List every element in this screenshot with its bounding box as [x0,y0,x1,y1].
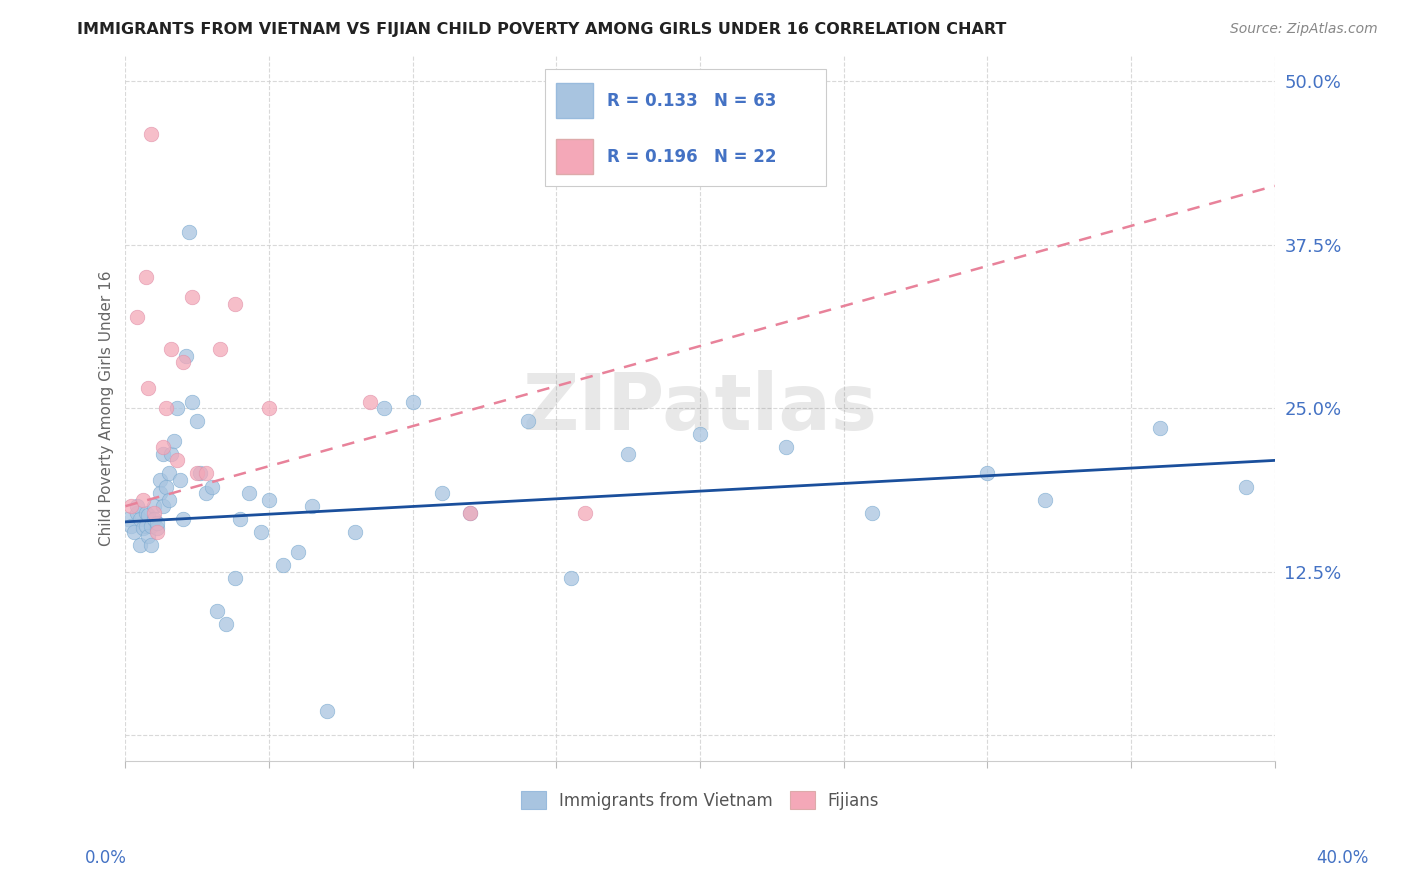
Point [169,473,191,487]
Point [188,467,211,481]
Point [128,538,150,552]
Point [180,290,202,304]
Point [574,506,596,520]
Point [617,447,640,461]
Point [560,571,582,585]
Point [157,492,180,507]
Point [257,492,280,507]
Point [125,310,148,324]
Text: 0.0%: 0.0% [84,849,127,867]
Point [172,512,194,526]
Point [186,467,208,481]
Point [516,414,538,428]
Point [120,499,142,513]
Point [976,467,998,481]
Point [146,521,169,535]
Point [149,473,172,487]
Point [135,518,157,533]
Point [152,447,174,461]
Point [138,529,160,543]
Point [155,479,177,493]
Point [201,479,224,493]
Point [132,521,155,535]
Point [458,506,481,520]
Point [125,499,148,513]
Point [215,616,238,631]
Point [177,225,200,239]
Text: 40.0%: 40.0% [1316,849,1369,867]
Point [194,486,217,500]
Point [160,343,183,357]
Point [1234,479,1257,493]
Point [155,401,177,416]
Point [1149,421,1171,435]
Point [135,506,157,520]
Point [287,545,309,559]
Point [157,467,180,481]
Point [132,492,155,507]
Point [180,394,202,409]
Point [373,401,395,416]
Point [143,512,166,526]
Point [229,512,252,526]
Point [146,525,169,540]
Point [122,525,145,540]
Point [257,401,280,416]
Point [125,506,148,520]
Point [128,512,150,526]
Point [135,270,157,285]
Point [172,355,194,369]
Point [301,499,323,513]
Point [163,434,186,448]
Point [174,349,197,363]
Point [166,401,188,416]
Point [775,440,797,454]
Text: Source: ZipAtlas.com: Source: ZipAtlas.com [1230,22,1378,37]
Point [273,558,295,572]
Point [143,506,166,520]
Point [224,296,246,310]
Point [143,499,166,513]
Legend: Immigrants from Vietnam, Fijians: Immigrants from Vietnam, Fijians [515,785,886,816]
Point [141,127,163,141]
Point [138,508,160,523]
Point [149,486,172,500]
Point [194,467,217,481]
Point [430,486,453,500]
Point [862,506,884,520]
Point [160,447,183,461]
Point [138,382,160,396]
Point [249,525,271,540]
Point [344,525,367,540]
Point [166,453,188,467]
Point [152,499,174,513]
Point [1033,492,1056,507]
Point [186,414,208,428]
Point [120,518,142,533]
Point [152,440,174,454]
Point [689,427,711,442]
Point [359,394,381,409]
Y-axis label: Child Poverty Among Girls Under 16: Child Poverty Among Girls Under 16 [100,270,114,546]
Point [141,538,163,552]
Point [209,343,232,357]
Point [402,394,425,409]
Text: IMMIGRANTS FROM VIETNAM VS FIJIAN CHILD POVERTY AMONG GIRLS UNDER 16 CORRELATION: IMMIGRANTS FROM VIETNAM VS FIJIAN CHILD … [77,22,1007,37]
Point [238,486,260,500]
Point [141,518,163,533]
Point [315,705,337,719]
Point [207,604,229,618]
Point [458,506,481,520]
Point [117,512,139,526]
Point [224,571,246,585]
Point [146,516,169,530]
Text: ZIPatlas: ZIPatlas [523,370,877,446]
